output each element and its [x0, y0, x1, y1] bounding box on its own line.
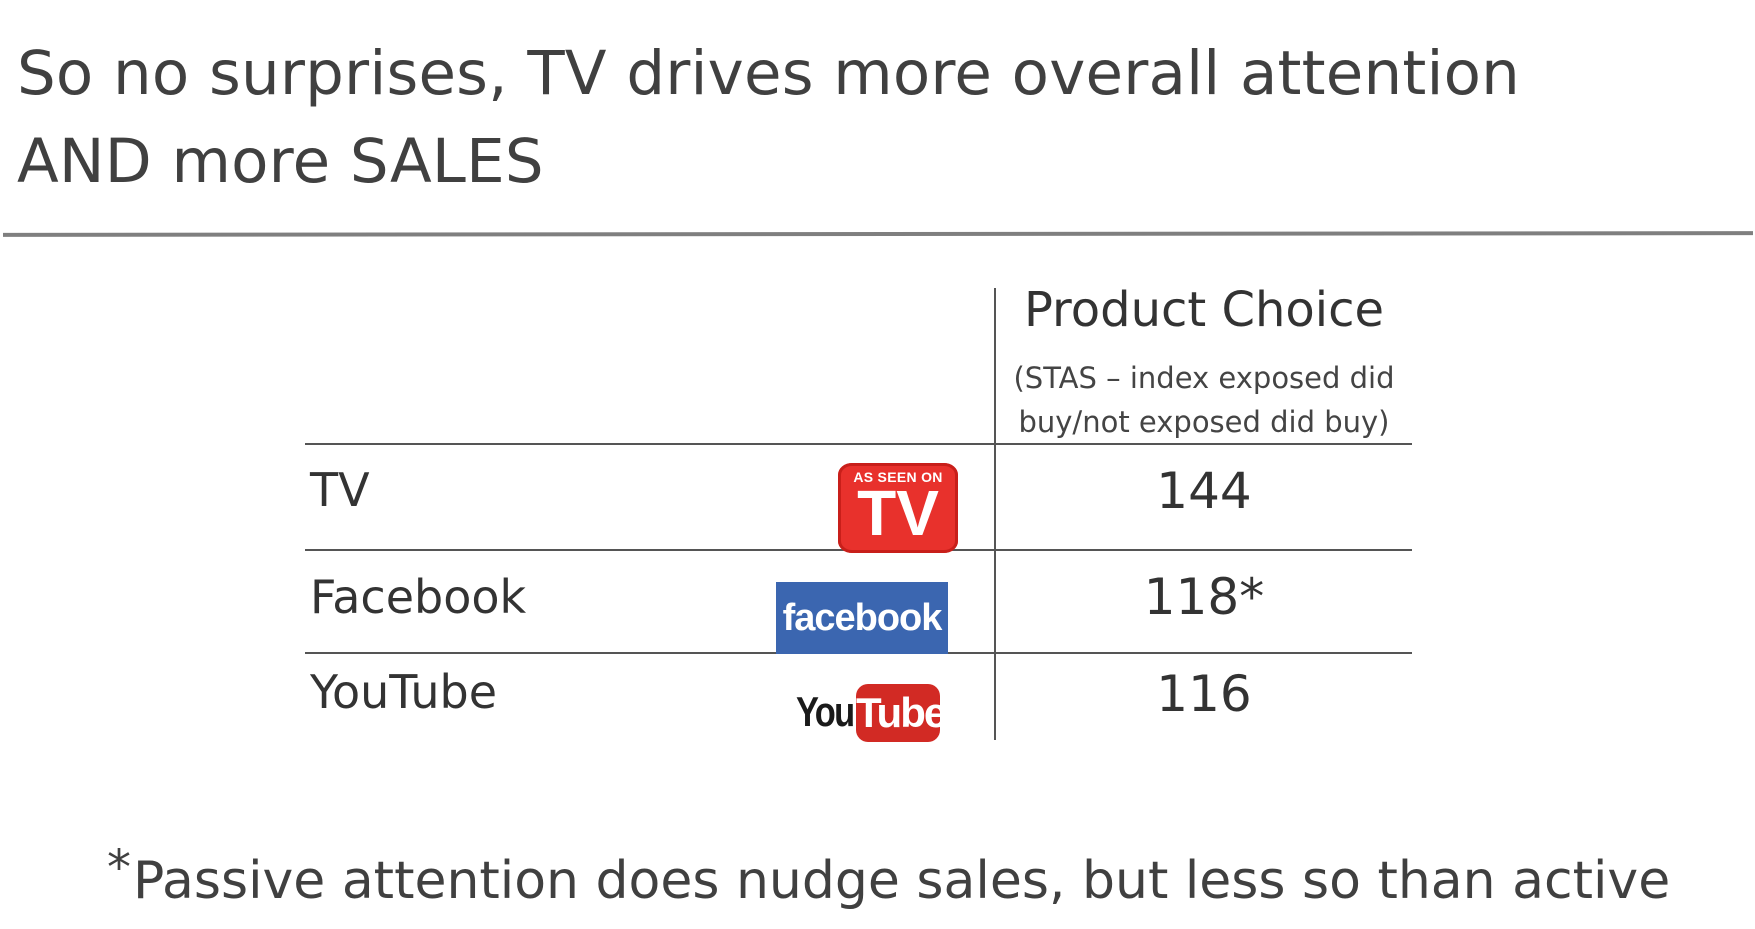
youtube-logo-tube-text: Tube — [856, 684, 947, 742]
footnote-text: Passive attention does nudge sales, but … — [133, 851, 1671, 911]
column-header-title: Product Choice — [1023, 282, 1385, 338]
column-header-subtitle-line-1: (STAS – index exposed did — [1013, 361, 1395, 395]
column-header-subtitle: (STAS – index exposed did buy/not expose… — [996, 356, 1412, 444]
row-value-youtube: 116 — [1156, 665, 1252, 723]
slide-title-line-1: So no surprises, TV drives more overall … — [17, 38, 1521, 109]
row-label-youtube: YouTube — [310, 665, 498, 719]
slide-title-line-2: AND more SALES — [17, 126, 544, 197]
tv-logo-big-text: TV — [857, 477, 939, 549]
title-divider — [2, 231, 1754, 237]
row-value-facebook: 118* — [1143, 568, 1265, 626]
row-label-tv: TV — [310, 463, 370, 517]
tv-logo-small-text: AS SEEN ON — [853, 469, 943, 485]
column-header-subtitle-line-2: buy/not exposed did buy) — [1018, 405, 1390, 439]
footnote-asterisk: * — [107, 840, 131, 896]
row-label-facebook: Facebook — [310, 570, 527, 624]
facebook-logo: facebook — [776, 582, 948, 654]
youtube-logo-you-text: You — [796, 688, 855, 735]
footnote: *Passive attention does nudge sales, but… — [107, 840, 1670, 911]
row-value-tv: 144 — [1156, 462, 1252, 520]
header-row-line — [305, 443, 1412, 445]
slide-title: So no surprises, TV drives more overall … — [17, 30, 1520, 206]
as-seen-on-tv-logo: AS SEEN ON TV — [838, 463, 958, 553]
youtube-logo: You Tube — [796, 684, 947, 744]
column-divider — [994, 288, 996, 740]
